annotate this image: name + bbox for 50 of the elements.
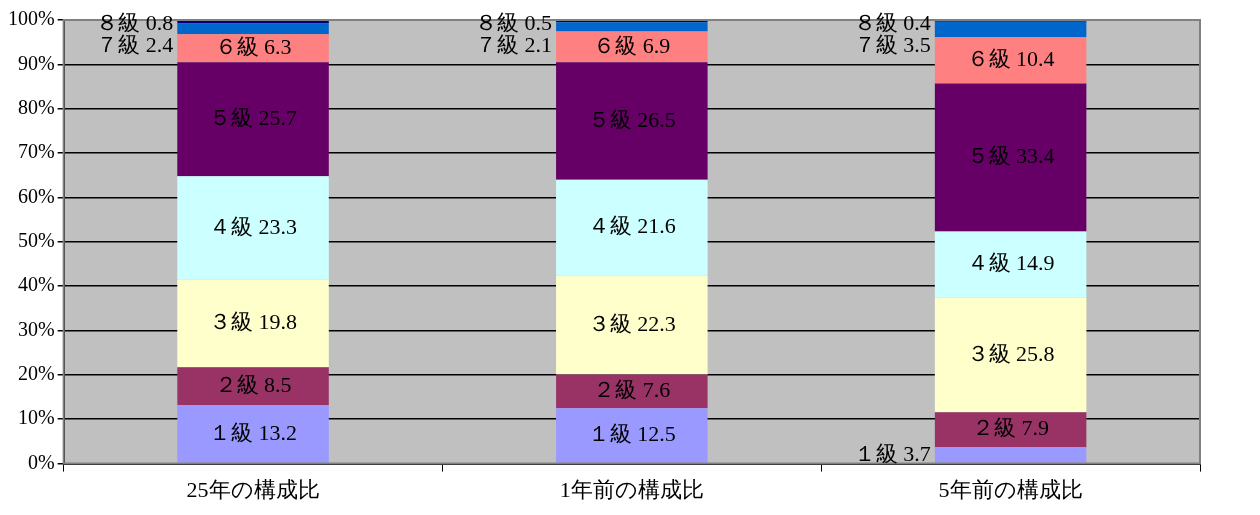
data-label: 22.3 <box>637 310 676 336</box>
text: ２級 <box>972 415 1017 441</box>
series-label: ２級 <box>593 377 643 403</box>
y-tick-label: 90% <box>17 51 55 74</box>
data-label: 23.3 <box>258 213 298 239</box>
series-label: １級 <box>587 421 638 447</box>
data-label: 21.6 <box>637 213 676 239</box>
text: ５級 <box>966 143 1011 169</box>
data-label: 3.7 <box>903 440 931 466</box>
y-tick-label: 60% <box>17 184 55 207</box>
y-tick-label: 10% <box>17 406 55 429</box>
series-label: ３級 <box>209 309 259 335</box>
text: ５級 <box>209 104 254 130</box>
y-tick-label: 50% <box>17 229 55 252</box>
data-label: 7.6 <box>642 377 671 403</box>
y-tick-label: 100% <box>7 7 55 30</box>
data-label: 12.5 <box>637 421 676 447</box>
series-label: ４級 <box>966 250 1017 276</box>
text: １級 <box>209 419 254 445</box>
data-label: 8.5 <box>264 371 292 397</box>
x-tick-label: 25年の構成比 <box>186 476 320 502</box>
data-label: 7.9 <box>1021 415 1050 441</box>
data-label: 25.8 <box>1016 340 1055 366</box>
x-tick-label: 1年前の構成比 <box>559 476 704 502</box>
series-label: ６級 <box>214 33 265 59</box>
y-tick-label: 80% <box>17 95 55 118</box>
data-label: 6.9 <box>642 32 671 58</box>
text: １級 <box>853 440 898 466</box>
y-tick-label: 0% <box>27 450 55 473</box>
data-label: 10.4 <box>1016 46 1055 72</box>
data-label: 25.7 <box>258 104 298 130</box>
text: ６級 <box>966 46 1011 72</box>
text: ３級 <box>587 310 632 336</box>
x-tick-label: 5年前の構成比 <box>938 476 1083 502</box>
y-tick-label: 30% <box>17 317 55 340</box>
data-label: 33.4 <box>1016 143 1055 169</box>
y-tick-label: 70% <box>17 140 55 163</box>
text: ３級 <box>966 340 1011 366</box>
data-label: 13.2 <box>258 419 298 445</box>
series-label: ５級 <box>587 106 638 132</box>
y-tick-label: 40% <box>17 273 55 296</box>
text: ４級 <box>209 213 254 239</box>
text: ６級 <box>593 32 638 58</box>
data-label: 6.3 <box>264 33 292 59</box>
y-tick-label: 20% <box>17 362 55 385</box>
data-label: 19.8 <box>258 309 298 335</box>
text: ４級 <box>587 213 632 239</box>
text: ２級 <box>214 371 259 397</box>
data-label: 26.5 <box>637 106 676 132</box>
data-label: 14.9 <box>1016 250 1055 276</box>
